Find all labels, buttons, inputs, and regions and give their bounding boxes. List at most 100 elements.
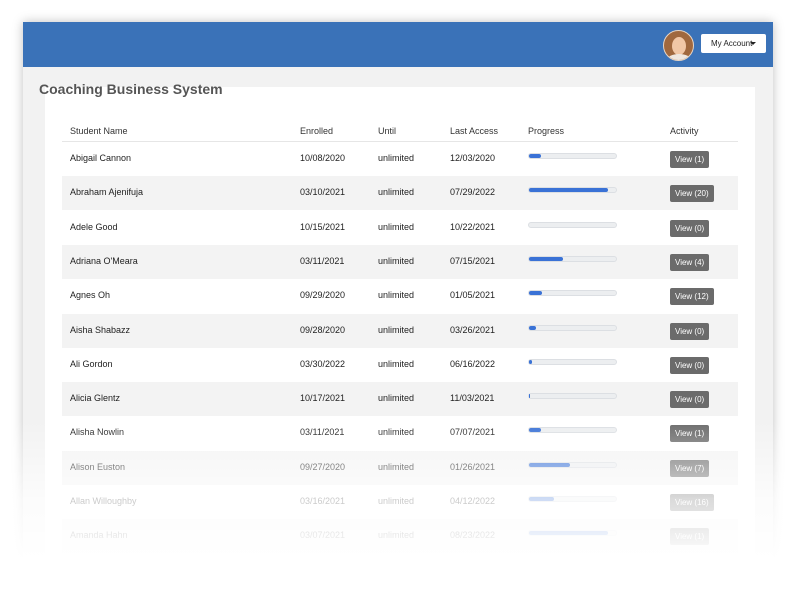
cell-last-access: 08/23/2022 xyxy=(450,530,496,541)
cell-enrolled: 09/27/2020 xyxy=(300,461,346,472)
progress-fill xyxy=(529,256,563,261)
table-row: Amanda Hahn 03/07/2021 unlimited 08/23/2022… xyxy=(62,519,738,554)
progress-fill xyxy=(529,497,555,501)
view-button[interactable]: View (0) xyxy=(670,219,710,237)
table-row: Alicia Glentz 10/17/2021 unlimited 11/03/20… xyxy=(62,382,738,417)
progress-fill xyxy=(529,394,530,399)
cell-enrolled: 10/15/2021 xyxy=(300,221,346,232)
cell-enrolled: 03/30/2022 xyxy=(300,358,346,369)
cell-enrolled: 10/17/2021 xyxy=(300,393,346,404)
cell-until: unlimited xyxy=(378,290,415,301)
cell-last-access: 04/12/2022 xyxy=(450,496,496,506)
view-button[interactable]: View (4) xyxy=(670,253,710,271)
column-header: Student Name xyxy=(70,126,128,136)
cell-last-access: 12/03/2020 xyxy=(450,153,496,163)
table-row: Ali Gordon 03/30/2022 unlimited 06/16/2022 V… xyxy=(62,348,738,382)
cell-last-access: 01/26/2021 xyxy=(450,461,496,472)
cell-until: unlimited xyxy=(378,393,415,404)
table-row: Alison Euston 09/27/2020 unlimited 01/26/20… xyxy=(62,450,738,485)
progress-track xyxy=(528,324,617,331)
cell-name: Amanda Hahn xyxy=(70,530,128,541)
top-bar: My Account xyxy=(23,22,773,67)
cell-enrolled: 03/16/2021 xyxy=(300,496,346,506)
cell-last-access: 11/03/2021 xyxy=(450,393,495,404)
cell-name: Agnes Oh xyxy=(70,290,111,301)
cell-name: Alison Euston xyxy=(70,461,126,472)
view-button[interactable]: View (1) xyxy=(670,151,710,168)
header-divider xyxy=(62,141,738,142)
cell-enrolled: 09/29/2020 xyxy=(300,290,346,301)
table-row: Adriana O'Meara 03/11/2021 unlimited 07/15/… xyxy=(62,244,738,279)
view-button[interactable]: View (12) xyxy=(670,288,714,306)
cell-until: unlimited xyxy=(378,187,415,198)
table-row: Abigail Cannon 10/08/2020 unlimited 12/03/2… xyxy=(62,142,738,176)
cell-name: Adele Good xyxy=(70,221,118,232)
view-button[interactable]: View (0) xyxy=(670,356,710,374)
view-button[interactable]: View (0) xyxy=(670,322,710,340)
cell-name: Abigail Cannon xyxy=(70,153,132,163)
progress-fill xyxy=(529,428,542,433)
account-button[interactable]: My Account xyxy=(701,34,766,53)
table-row: Allan Willoughby 03/16/2021 unlimited 04/12… xyxy=(62,485,738,519)
progress-fill xyxy=(529,462,570,467)
progress-fill xyxy=(529,154,542,158)
view-button[interactable]: View (1) xyxy=(670,528,710,546)
cell-last-access: 07/29/2022 xyxy=(450,187,496,198)
cell-until: unlimited xyxy=(378,496,415,506)
progress-fill xyxy=(529,359,532,364)
cell-until: unlimited xyxy=(378,255,415,266)
cell-until: unlimited xyxy=(378,324,415,335)
cell-enrolled: 03/11/2021 xyxy=(300,427,345,438)
cell-enrolled: 03/10/2021 xyxy=(300,187,346,198)
progress-track xyxy=(528,461,617,468)
cell-enrolled: 09/28/2020 xyxy=(300,324,346,335)
account-label: My Account xyxy=(711,39,753,48)
progress-track xyxy=(528,530,617,537)
cell-until: unlimited xyxy=(378,461,415,472)
progress-track xyxy=(528,358,617,365)
progress-track xyxy=(528,290,617,297)
cell-last-access: 06/16/2022 xyxy=(450,358,496,369)
cell-last-access: 01/05/2021 xyxy=(450,290,496,301)
cell-until: unlimited xyxy=(378,358,415,369)
cell-name: Alisha Nowlin xyxy=(70,427,125,438)
progress-track xyxy=(528,427,617,434)
view-button[interactable]: View (16) xyxy=(670,494,714,511)
table-row: Agnes Oh 09/29/2020 unlimited 01/05/2021 Vie… xyxy=(62,279,738,313)
column-header: Activity xyxy=(670,126,699,136)
view-button[interactable]: View (20) xyxy=(670,185,714,203)
cell-until: unlimited xyxy=(378,153,415,163)
progress-track xyxy=(528,187,617,194)
cell-enrolled: 03/11/2021 xyxy=(300,255,345,266)
cell-name: Adriana O'Meara xyxy=(70,255,138,266)
cell-enrolled: 10/08/2020 xyxy=(300,153,346,163)
view-button[interactable]: View (7) xyxy=(670,459,710,477)
progress-fill xyxy=(529,325,536,330)
progress-track xyxy=(528,153,617,159)
cell-name: Abraham Ajenifuja xyxy=(70,187,144,198)
progress-track xyxy=(528,221,617,228)
avatar[interactable] xyxy=(663,30,694,61)
column-header: Until xyxy=(378,126,397,136)
cell-until: unlimited xyxy=(378,221,415,232)
progress-track xyxy=(528,496,617,502)
cell-last-access: 07/07/2021 xyxy=(450,427,496,438)
cell-name: Alicia Glentz xyxy=(70,393,121,404)
table-row: Aisha Shabazz 09/28/2020 unlimited 03/26/20… xyxy=(62,313,738,348)
table-row: Abraham Ajenifuja 03/10/2021 unlimited 07/2… xyxy=(62,176,738,211)
cell-name: Ali Gordon xyxy=(70,358,113,369)
cell-last-access: 03/26/2021 xyxy=(450,324,496,335)
column-header: Last Access xyxy=(450,126,499,136)
progress-fill xyxy=(529,531,609,536)
view-button[interactable]: View (0) xyxy=(670,391,710,409)
progress-track xyxy=(528,255,617,262)
view-button[interactable]: View (1) xyxy=(670,425,710,443)
cell-name: Aisha Shabazz xyxy=(70,324,131,335)
progress-fill xyxy=(529,188,609,193)
cell-name: Allan Willoughby xyxy=(70,496,137,506)
column-header: Enrolled xyxy=(300,126,334,136)
progress-fill xyxy=(529,291,543,296)
column-header: Progress xyxy=(528,126,565,136)
progress-track xyxy=(528,393,617,400)
